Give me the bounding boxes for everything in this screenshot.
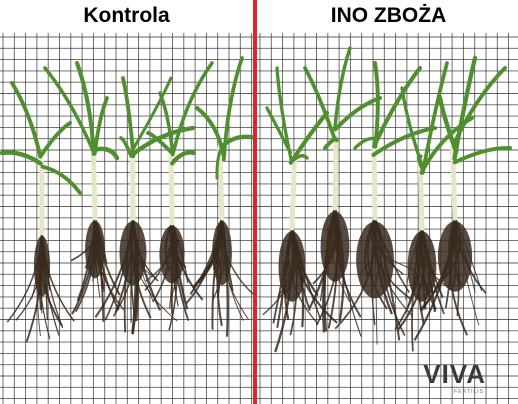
control-seedlings-image [0,33,253,404]
leaf [0,150,43,166]
viva-logo: VIVA [423,359,486,389]
leaf [221,134,253,148]
seedling [262,66,338,353]
leaf [452,146,512,165]
leaf [289,154,309,164]
control-photo-panel [0,33,253,404]
leaves [195,56,253,180]
root-mass [394,227,454,352]
leaf [38,121,72,159]
treatment-photo-panel: VIVA FERTILIS [257,33,518,404]
leaf [119,136,133,158]
viva-logo-subtext: FERTILIS [454,389,484,395]
stem [289,155,298,231]
leaves [437,55,512,165]
leaf [130,76,173,154]
leaf [74,60,96,156]
stem [332,135,339,211]
root-mass [70,217,125,322]
root-mass [185,217,253,337]
leaf [43,66,97,156]
leaves [146,61,214,166]
leaf [222,56,244,162]
seedling [334,61,437,345]
leaf [10,81,43,159]
leaf [452,55,478,161]
root-mass [413,217,487,341]
seedling [43,60,125,322]
leaf [91,146,120,161]
leaf [372,65,423,149]
seedling [394,61,474,352]
stem [417,155,425,231]
leaf [93,96,109,156]
seedling [413,55,512,341]
leaf [322,137,339,151]
stem [371,145,378,221]
root-mass [94,217,178,335]
leaf [303,66,337,140]
leaf [416,154,424,170]
red-divider-line [253,0,257,404]
leaf [146,131,173,154]
leaf [288,110,330,165]
stem [90,145,98,221]
leaves [43,60,120,161]
leaf [195,106,226,158]
control-label: Kontrola [83,4,170,27]
root-mass [308,207,362,337]
leaves [0,81,82,195]
leaf [170,150,197,166]
leaf [215,143,226,180]
root-mass [262,227,338,353]
leaf [275,66,294,163]
seedling [185,56,253,337]
seedling [144,61,214,331]
treatment-label: INO ZBOŻA [330,4,447,27]
leaf [371,126,437,157]
leaves [353,61,437,157]
leaf [158,91,175,157]
leaf [453,66,507,144]
leaf [373,61,380,149]
seedling [94,76,196,335]
leaves [119,76,196,159]
leaf [40,164,82,195]
seedling [0,81,82,343]
root-mass [6,232,75,343]
leaf [171,61,214,155]
leaf [420,61,449,175]
stem [217,145,225,221]
root-mass [334,217,416,345]
root-mass [144,222,204,331]
leaf [130,125,196,157]
leaf [437,95,459,155]
leaf [333,46,352,131]
grid-paper [257,33,518,404]
leaf [353,136,378,150]
treatment-seedlings-image [257,33,518,404]
